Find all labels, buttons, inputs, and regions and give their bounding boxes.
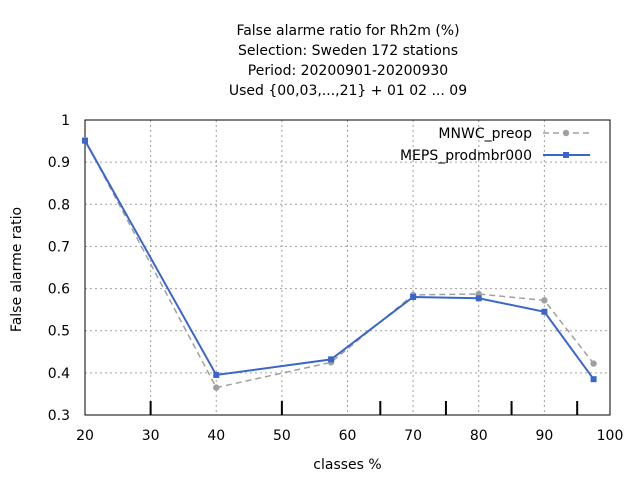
y-tick-label: 0.6 [48, 282, 70, 298]
x-tick-label: 40 [207, 428, 225, 444]
x-tick-label: 80 [470, 428, 488, 444]
y-tick-label: 0.4 [48, 366, 70, 382]
y-tick-labels: 0.3 0.4 0.5 0.6 0.7 0.8 0.9 1 [48, 113, 70, 424]
x-tick-label: 50 [273, 428, 291, 444]
x-tick-labels: 20 30 40 50 60 70 80 90 100 [76, 428, 623, 444]
y-axis-label: False alarme ratio [9, 207, 25, 332]
y-tick-label: 0.8 [48, 197, 70, 213]
data-point [590, 376, 597, 383]
data-point [541, 308, 548, 315]
y-tick-label: 1 [61, 113, 70, 129]
series [81, 137, 597, 391]
y-tick-label: 0.9 [48, 155, 70, 171]
chart-title: False alarme ratio for Rh2m (%) Selection… [229, 23, 467, 99]
x-minor-marks [149, 401, 579, 415]
series-line-MEPS_prodmbr000 [84, 140, 595, 380]
data-point [541, 297, 548, 304]
title-line: False alarme ratio for Rh2m (%) [236, 23, 459, 39]
grid [85, 120, 610, 415]
legend-label: MNWC_preop [438, 126, 532, 142]
x-tick-label: 100 [597, 428, 624, 444]
x-tick-label: 70 [404, 428, 422, 444]
data-point [590, 360, 597, 367]
data-point [213, 371, 220, 378]
series-line-MNWC_preop [84, 139, 595, 389]
data-point [213, 384, 220, 391]
legend-marker [563, 152, 569, 158]
y-tick-label: 0.3 [48, 408, 70, 424]
x-tick-label: 90 [535, 428, 553, 444]
data-point [82, 137, 88, 144]
legend-marker [562, 129, 570, 137]
plot-frame [84, 119, 611, 416]
legend: MNWC_preop MEPS_prodmbr000 [400, 126, 590, 164]
y-tick-label: 0.5 [48, 324, 70, 340]
data-point [475, 295, 482, 302]
title-line: Used {00,03,...,21} + 01 02 ... 09 [229, 83, 467, 99]
y-tick-label: 0.7 [48, 239, 70, 255]
x-tick-label: 20 [76, 428, 94, 444]
data-point [328, 356, 335, 363]
legend-label: MEPS_prodmbr000 [400, 148, 532, 164]
x-tick-label: 60 [339, 428, 357, 444]
title-line: Selection: Sweden 172 stations [238, 43, 458, 59]
x-axis-label: classes % [313, 457, 381, 473]
title-line: Period: 20200901-20200930 [248, 63, 448, 79]
data-point [410, 294, 417, 300]
x-tick-label: 30 [142, 428, 160, 444]
